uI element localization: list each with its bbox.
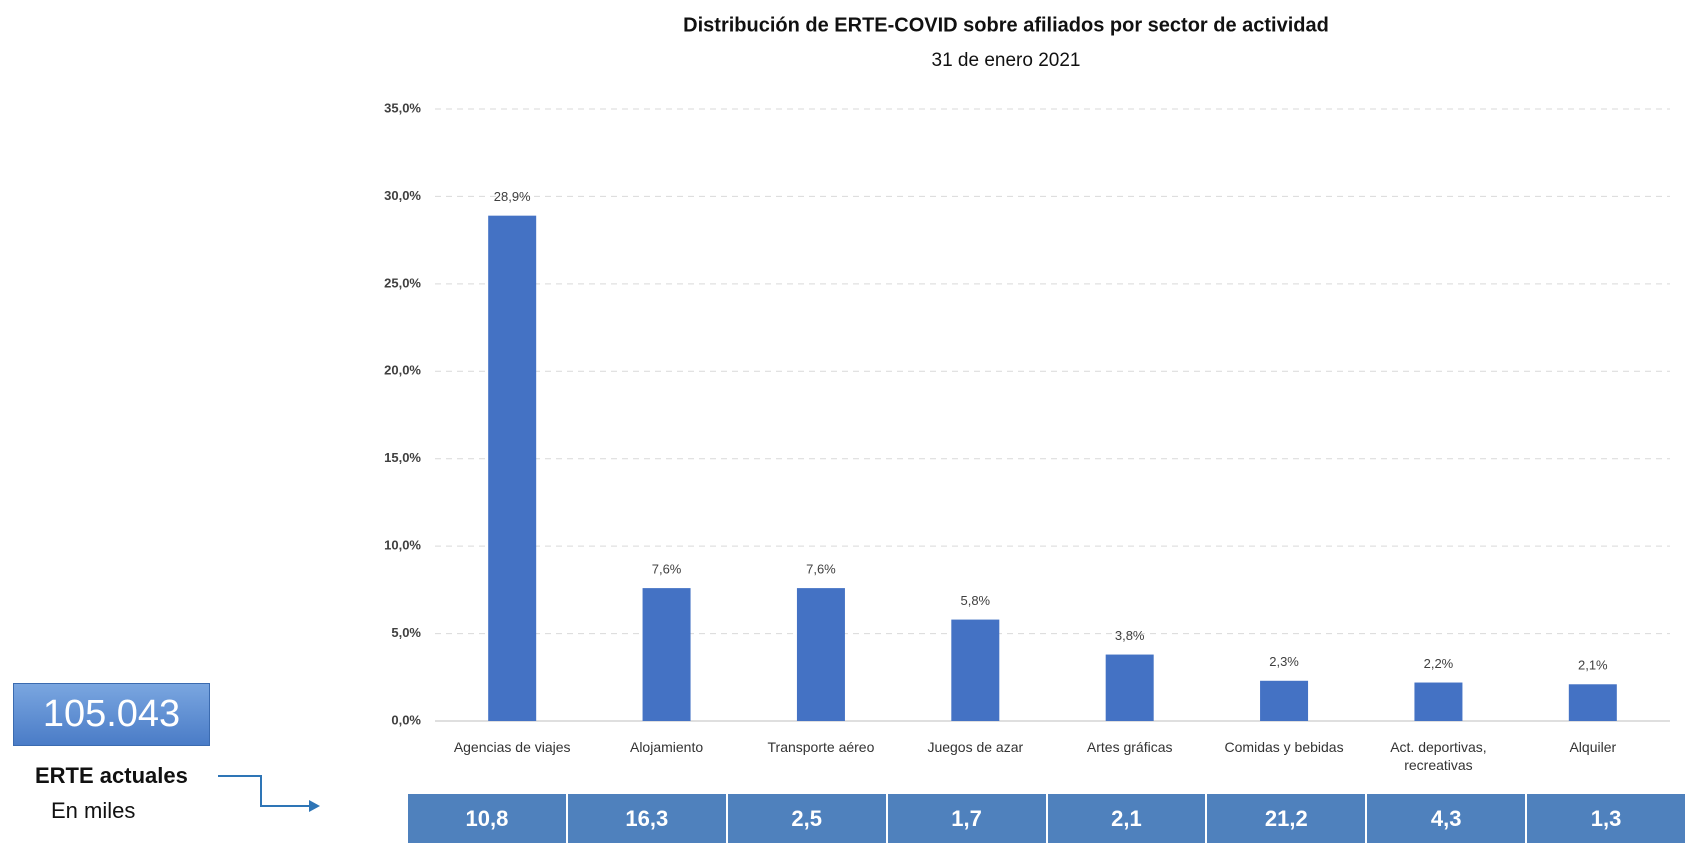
- y-tick-label: 5,0%: [391, 625, 421, 640]
- x-tick-label: Comidas y bebidas: [1224, 739, 1344, 755]
- x-tick-label: Transporte aéreo: [767, 739, 875, 755]
- erte-cell: 2,1: [1047, 794, 1208, 843]
- value-label: 7,6%: [652, 562, 682, 577]
- value-label: 2,1%: [1578, 658, 1608, 673]
- y-tick-label: 25,0%: [384, 275, 421, 290]
- arrow: [218, 775, 312, 807]
- erte-unit: En miles: [51, 798, 136, 823]
- value-label: 7,6%: [806, 562, 836, 577]
- bar: [642, 588, 691, 721]
- value-label: 5,8%: [960, 593, 990, 608]
- value-label: 3,8%: [1115, 628, 1145, 643]
- value-label: 28,9%: [494, 189, 531, 204]
- erte-cell: 2,5: [727, 794, 888, 843]
- value-label: 2,3%: [1269, 654, 1299, 669]
- erte-cell: 1,3: [1527, 794, 1687, 843]
- x-tick-label: Juegos de azar: [927, 739, 1024, 755]
- erte-label: ERTE actuales: [35, 763, 188, 788]
- erte-cell: 16,3: [567, 794, 728, 843]
- y-tick-label: 0,0%: [391, 712, 421, 727]
- bar: [951, 619, 1000, 721]
- x-tick-label: Artes gráficas: [1086, 739, 1173, 755]
- erte-total: 105.043: [13, 683, 210, 746]
- bar: [488, 215, 537, 722]
- y-tick-label: 20,0%: [384, 363, 421, 378]
- y-tick-label: 15,0%: [384, 450, 421, 465]
- y-tick-label: 35,0%: [384, 100, 421, 115]
- bar: [1260, 680, 1309, 721]
- chart-subtitle: 31 de enero 2021: [932, 50, 1081, 71]
- erte-cell: 21,2: [1207, 794, 1368, 843]
- x-tick-label: Alojamiento: [629, 739, 704, 755]
- y-tick-label: 10,0%: [384, 538, 421, 553]
- erte-cell: 10,8: [408, 794, 568, 843]
- y-tick-label: 30,0%: [384, 188, 421, 203]
- bar: [1105, 654, 1154, 721]
- erte-cell: 1,7: [887, 794, 1048, 843]
- chart-title: Distribución de ERTE-COVID sobre afiliad…: [683, 14, 1329, 36]
- bar: [1414, 682, 1463, 721]
- erte-cell: 4,3: [1367, 794, 1528, 843]
- arrow-head: [309, 800, 320, 812]
- x-tick-label: Alquiler: [1569, 739, 1617, 755]
- x-tick-label: Agencias de viajes: [453, 739, 571, 755]
- bar: [1568, 684, 1617, 721]
- x-tick-label: Act. deportivas, recreativas: [1390, 739, 1487, 773]
- value-label: 2,2%: [1424, 656, 1454, 671]
- bar: [796, 588, 845, 721]
